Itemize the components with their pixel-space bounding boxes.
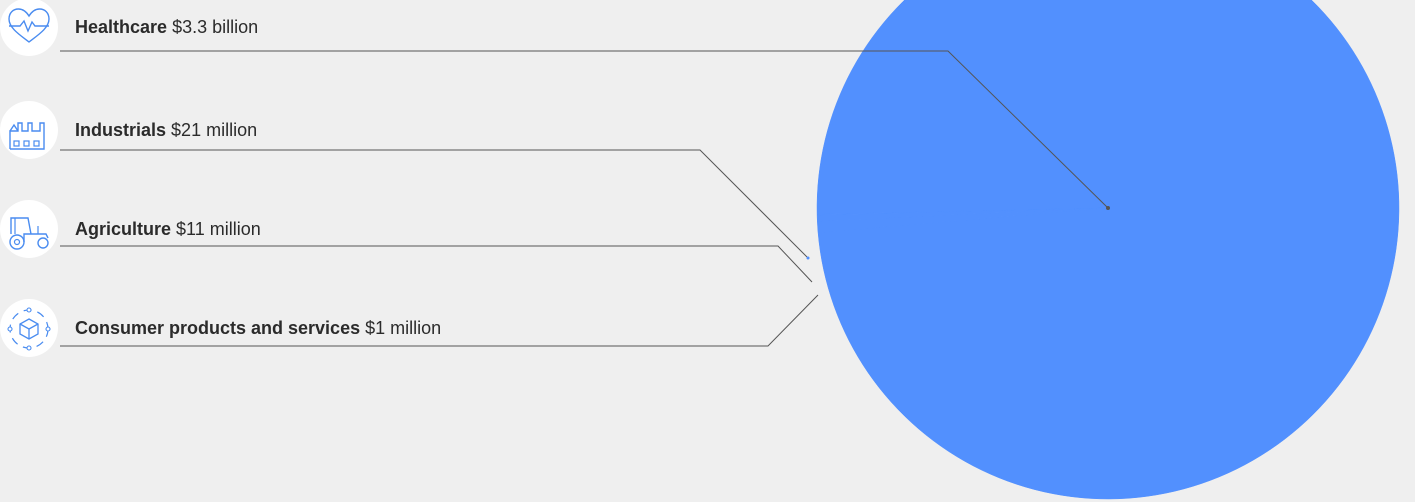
product-box-icon: [0, 299, 58, 357]
heart-pulse-icon: [0, 0, 58, 56]
category-value: $1 million: [365, 318, 442, 338]
category-value: $3.3 billion: [172, 17, 259, 37]
legend-label-consumer-products: Consumer products and services $1 millio…: [75, 317, 441, 339]
category-name: Healthcare: [75, 17, 168, 37]
pie-slice-healthcare: [816, 0, 1400, 500]
tractor-icon: [0, 200, 58, 258]
leader-line-agriculture: [60, 245, 813, 283]
category-name: Agriculture: [75, 219, 172, 239]
legend-label-healthcare: Healthcare $3.3 billion: [75, 16, 258, 38]
category-name: Industrials: [75, 120, 167, 140]
factory-icon: [0, 101, 58, 159]
category-value: $21 million: [171, 120, 258, 140]
leader-end-dot: [806, 256, 810, 260]
leader-line-healthcare: [60, 50, 1109, 209]
legend-label-agriculture: Agriculture $11 million: [75, 218, 261, 240]
category-name: Consumer products and services: [75, 318, 361, 338]
pie-center-dot: [1106, 206, 1110, 210]
leader-line-industrials: [60, 149, 809, 259]
pie-slice-consumer: [816, 207, 1109, 216]
category-value: $11 million: [176, 219, 261, 239]
legend-label-industrials: Industrials $21 million: [75, 119, 257, 141]
leader-line-consumer: [60, 294, 819, 347]
